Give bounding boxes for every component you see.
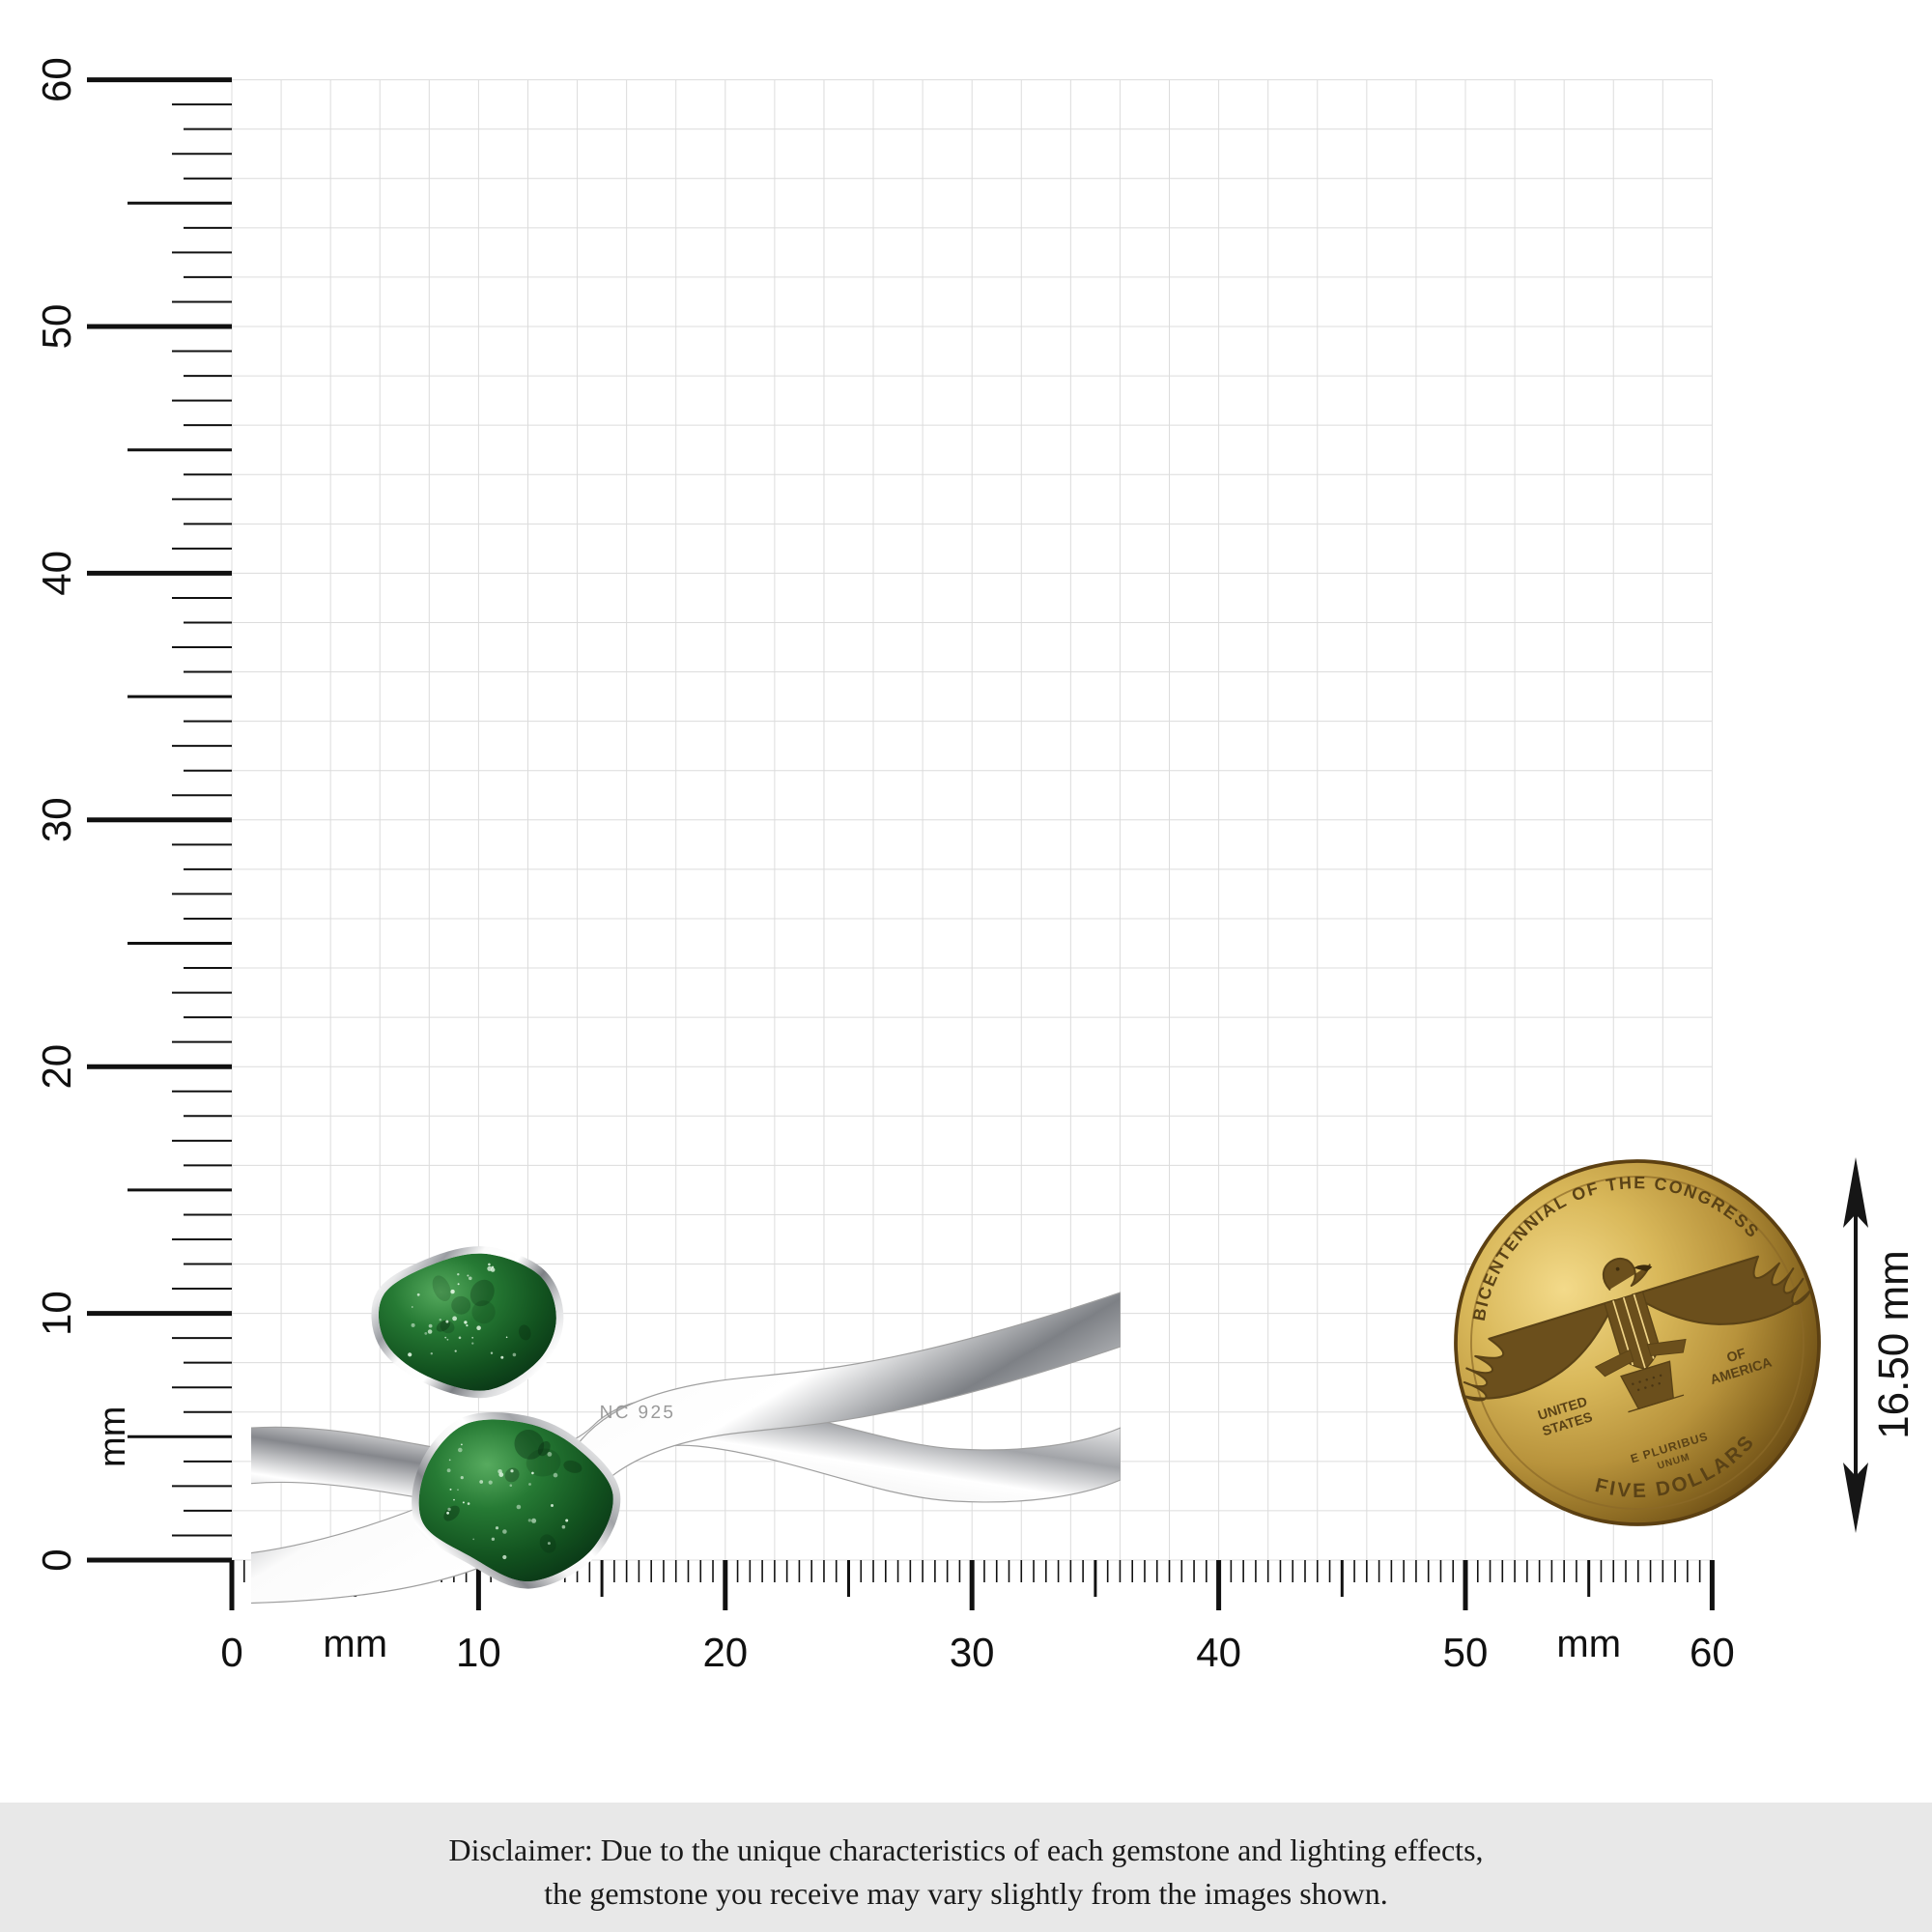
svg-text:16.50 mm: 16.50 mm — [1870, 1250, 1918, 1439]
